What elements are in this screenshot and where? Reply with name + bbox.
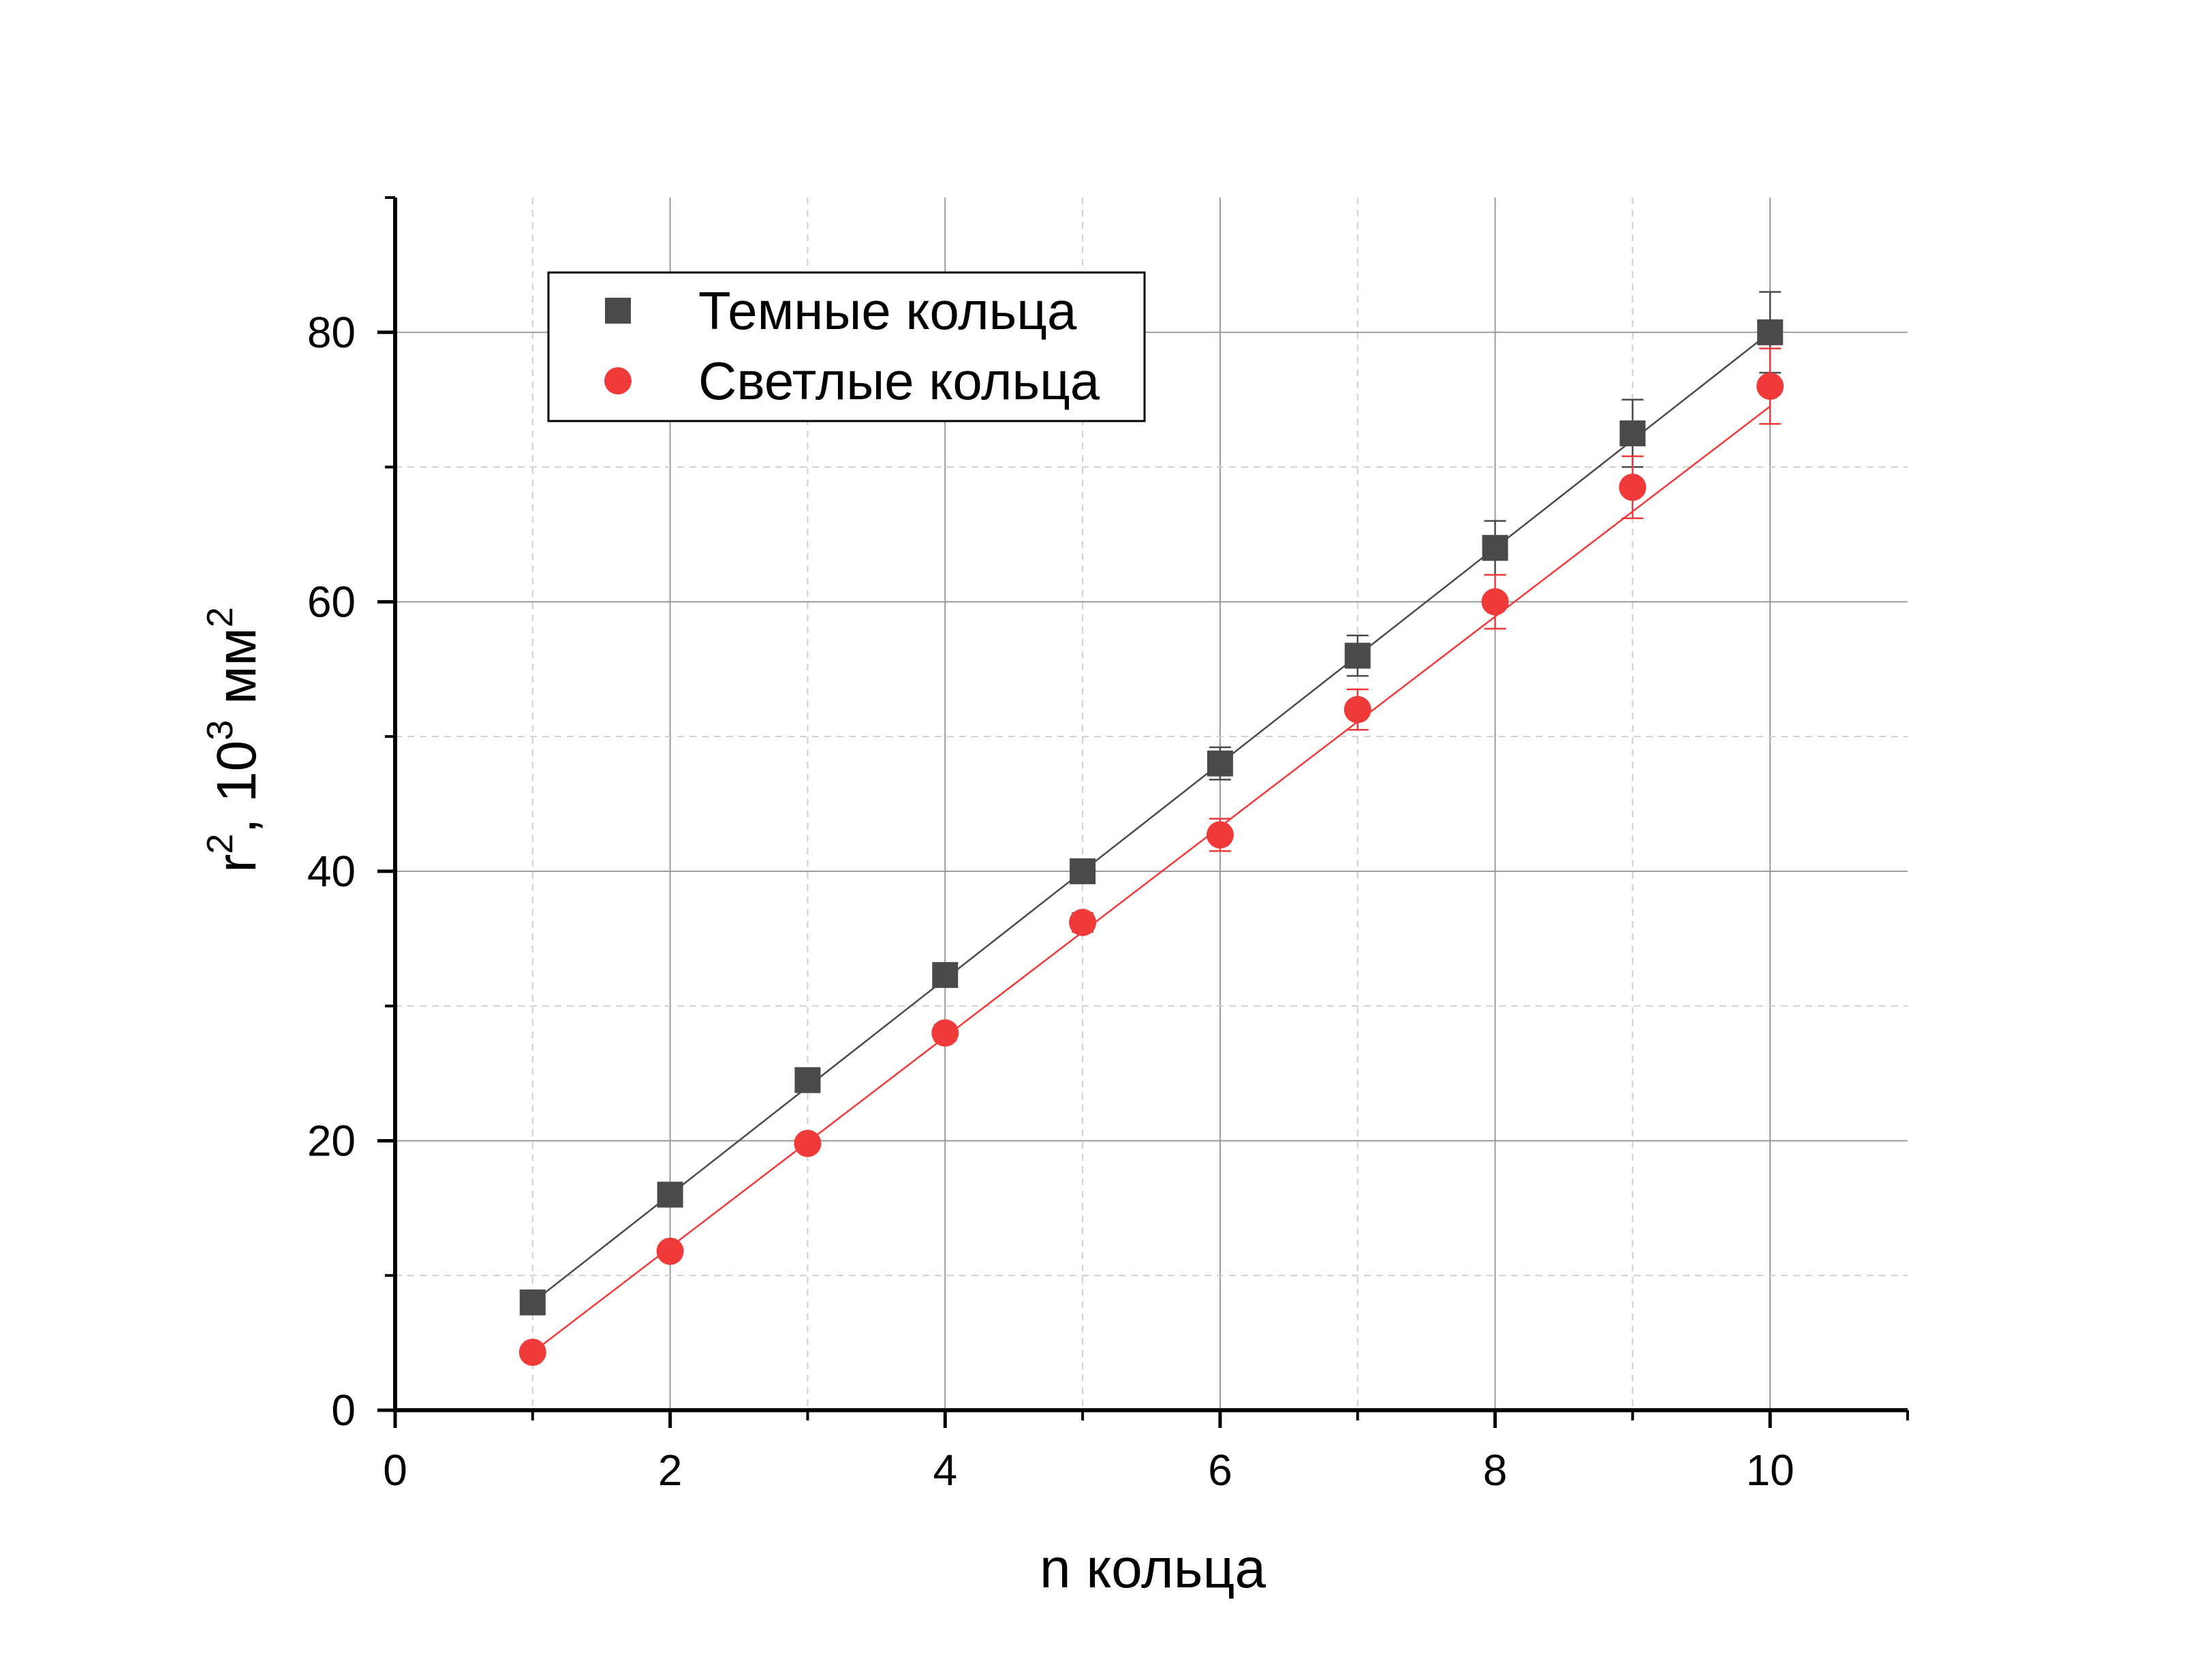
y-axis-title-sup-3: 2 — [200, 607, 240, 627]
y-tick-label: 80 — [307, 308, 356, 357]
data-point-circle — [1756, 372, 1784, 400]
x-axis-title: n кольца — [1040, 1538, 1267, 1600]
data-point-circle — [1481, 588, 1509, 616]
y-axis-title-sup-2: 3 — [200, 720, 240, 741]
y-axis-title-base: r — [206, 854, 268, 873]
data-point-circle — [518, 1338, 546, 1366]
fit-line — [532, 331, 1771, 1303]
data-point-square — [932, 962, 959, 989]
x-tick-label: 0 — [383, 1446, 407, 1495]
y-axis-title-sup-1: 2 — [200, 834, 240, 854]
data-point-circle — [1069, 909, 1097, 937]
data-point-circle — [1343, 696, 1371, 724]
y-tick-label: 40 — [307, 847, 356, 896]
legend-marker-circle — [604, 367, 632, 394]
data-point-square — [1619, 420, 1646, 447]
x-tick-label: 4 — [933, 1446, 957, 1495]
data-point-square — [794, 1067, 821, 1093]
y-axis-title: r2, 103 мм2 — [200, 607, 268, 873]
data-point-circle — [1619, 473, 1647, 501]
legend-box — [547, 271, 1146, 422]
y-axis-title-mid: , 10 — [206, 741, 268, 834]
legend-label: Темные кольца — [698, 281, 1077, 341]
y-tick-label: 20 — [307, 1116, 356, 1165]
x-tick-label: 6 — [1208, 1446, 1232, 1495]
fit-line — [532, 405, 1771, 1353]
data-point-square — [1207, 750, 1233, 777]
data-point-circle — [931, 1019, 959, 1047]
data-point-circle — [794, 1130, 822, 1157]
grid — [395, 198, 1908, 1410]
data-point-circle — [656, 1237, 684, 1265]
legend-label: Светлые кольца — [698, 351, 1100, 411]
fit-lines — [532, 331, 1771, 1353]
x-tick-label: 2 — [658, 1446, 683, 1495]
error-bars — [521, 291, 1782, 1358]
data-point-square — [1070, 858, 1096, 884]
data-point-square — [657, 1181, 683, 1208]
data-point-square — [1757, 319, 1784, 345]
y-tick-label: 0 — [331, 1386, 356, 1435]
y-axis-title-unit: мм — [206, 627, 268, 720]
data-point-square — [1344, 642, 1371, 669]
legend: Темные кольца Светлые кольца — [547, 271, 1146, 422]
x-tick-label: 10 — [1746, 1446, 1794, 1495]
x-tick-label: 8 — [1483, 1446, 1508, 1495]
data-points — [518, 319, 1784, 1366]
axes: 0 2 4 6 8 10 0 20 40 60 80 — [307, 196, 1909, 1495]
data-point-square — [1482, 535, 1508, 561]
legend-marker-square — [605, 298, 631, 324]
data-point-square — [519, 1289, 546, 1316]
data-point-circle — [1206, 821, 1234, 849]
y-tick-label: 60 — [307, 577, 356, 626]
